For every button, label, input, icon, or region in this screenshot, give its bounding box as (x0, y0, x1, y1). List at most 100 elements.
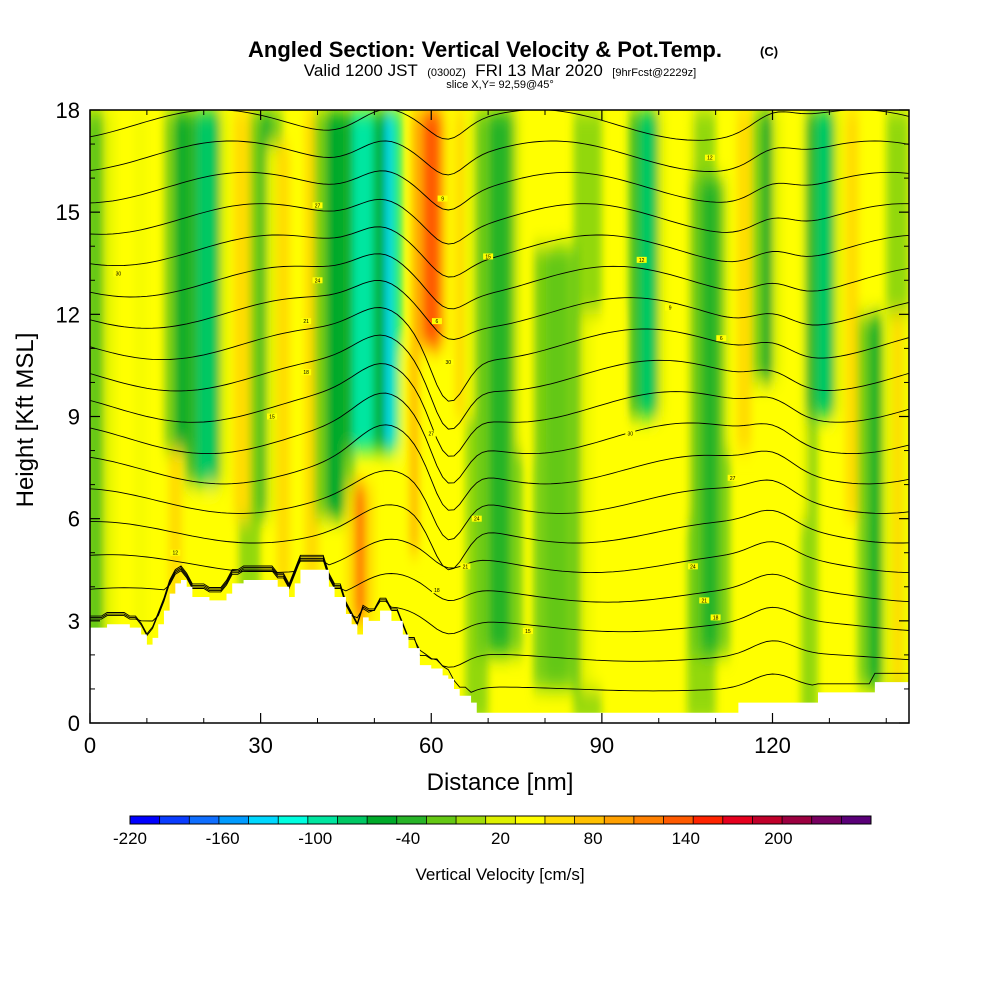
contour-label-bg (431, 587, 442, 594)
colorbar-swatch (456, 816, 487, 824)
colorbar-tick-label: -100 (298, 829, 332, 848)
contour-label: 21 (301, 318, 312, 325)
colorbar-swatch (782, 816, 813, 824)
contour-label-bg (625, 430, 636, 437)
contour-label: 27 (727, 474, 738, 482)
colorbar-swatch (278, 816, 309, 824)
contour-label-text: 24 (474, 517, 480, 523)
contour-label: 6 (716, 335, 727, 342)
x-tick-label: 0 (84, 733, 96, 758)
velocity-band (276, 144, 291, 587)
contour-label-text: 21 (303, 319, 309, 325)
colorbar-swatch (307, 816, 338, 824)
contour-label-text: 12 (173, 551, 179, 557)
colorbar-tick-label: 200 (764, 829, 792, 848)
contour-label-text: 6 (720, 336, 723, 342)
colorbar-swatch (604, 816, 635, 824)
isentrope-line (90, 559, 909, 603)
contour-label-text: 27 (315, 203, 321, 209)
y-tick-label: 15 (56, 200, 80, 225)
velocity-band (845, 110, 859, 519)
contour-label-bg (267, 413, 277, 420)
isentrope-line (90, 226, 909, 278)
velocity-band (454, 110, 465, 417)
contour-label-text: 24 (315, 278, 321, 284)
contour-label: 18 (431, 587, 442, 594)
contour-label-text: 30 (446, 360, 452, 366)
isentrope-line (90, 557, 909, 635)
contour-label-text: 18 (434, 588, 440, 594)
isentrope-line (90, 554, 909, 693)
contour-label-text: 30 (628, 432, 634, 438)
velocity-band (409, 348, 420, 553)
isentrope-line (90, 556, 909, 668)
velocity-band (593, 314, 611, 689)
contour-label-bg (312, 277, 323, 284)
y-tick-label: 9 (68, 405, 80, 430)
contour-label: 18 (301, 369, 312, 376)
axes: 0 30 60 90 120 0 3 6 9 12 15 18 (56, 98, 909, 758)
velocity-band (115, 110, 133, 723)
contour-label: 12 (170, 549, 181, 557)
velocity-band (489, 110, 510, 655)
isentrope-line (90, 424, 909, 511)
subtitle-forecast: [9hrFcst@2229z] (612, 67, 696, 79)
velocity-bands (90, 110, 909, 723)
contour-label: 24 (687, 563, 698, 570)
contour-label-text: 15 (525, 629, 531, 635)
contour-label-text: 27 (730, 476, 736, 482)
contour-label: 27 (312, 202, 323, 209)
x-tick-label: 90 (590, 733, 614, 758)
velocity-band (546, 246, 567, 689)
contour-label-text: 27 (428, 432, 434, 438)
velocity-band (816, 110, 832, 417)
contour-label-bg (727, 474, 738, 481)
contour-label-text: 6 (436, 319, 439, 325)
contour-label: 9 (437, 195, 448, 203)
colorbar-swatch (485, 816, 516, 824)
chart-title-suffix: (C) (760, 44, 778, 59)
colorbar-swatch (693, 816, 724, 824)
contour-label-bg (437, 195, 448, 202)
colorbar-swatch (396, 816, 427, 824)
contour-label-bg (312, 202, 323, 209)
contour-label-text: 18 (303, 370, 309, 376)
colorbar-tick-label: 140 (672, 829, 700, 848)
colorbar-swatch (841, 816, 872, 824)
contour-label-bg (471, 515, 482, 522)
x-tick-label: 120 (754, 733, 791, 758)
y-tick-label: 6 (68, 507, 80, 532)
colorbar-swatch (544, 816, 576, 824)
colorbar-swatch (367, 816, 398, 824)
colorbar-tick-label: -220 (113, 829, 147, 848)
x-tick-label: 30 (248, 733, 272, 758)
colorbar-swatch (752, 816, 783, 824)
contour-label-text: 18 (713, 615, 719, 621)
contour-label-bg (113, 270, 124, 277)
isentrope-line (90, 198, 909, 245)
contour-label-text: 21 (463, 564, 469, 570)
contour-label: 24 (471, 515, 482, 523)
contour-label: 15 (483, 253, 494, 260)
contour-label-text: 9 (441, 197, 444, 203)
chart-slice-info: slice X,Y= 92,59@45° (446, 79, 554, 91)
contour-label: 9 (665, 304, 676, 312)
colorbar-swatch (663, 816, 694, 824)
velocity-band (215, 484, 226, 621)
isentrope-line (90, 504, 909, 571)
velocity-band (782, 110, 797, 519)
chart-subtitle: Valid 1200 JST (0300Z) FRI 13 Mar 2020 [… (304, 61, 696, 80)
subtitle-valid: Valid 1200 JST (304, 61, 418, 80)
contour-label-text: 24 (690, 564, 696, 570)
contour-label: 30 (625, 430, 636, 438)
velocity-band (668, 110, 683, 519)
contour-label-bg (704, 154, 715, 161)
contour-label-text: 12 (639, 258, 645, 264)
isentrope-line (90, 392, 909, 484)
colorbar-swatch (218, 816, 250, 824)
y-axis-label: Height [Kft MSL] (12, 333, 39, 508)
contour-label-bg (460, 563, 471, 570)
contour-label-text: 30 (116, 271, 122, 277)
